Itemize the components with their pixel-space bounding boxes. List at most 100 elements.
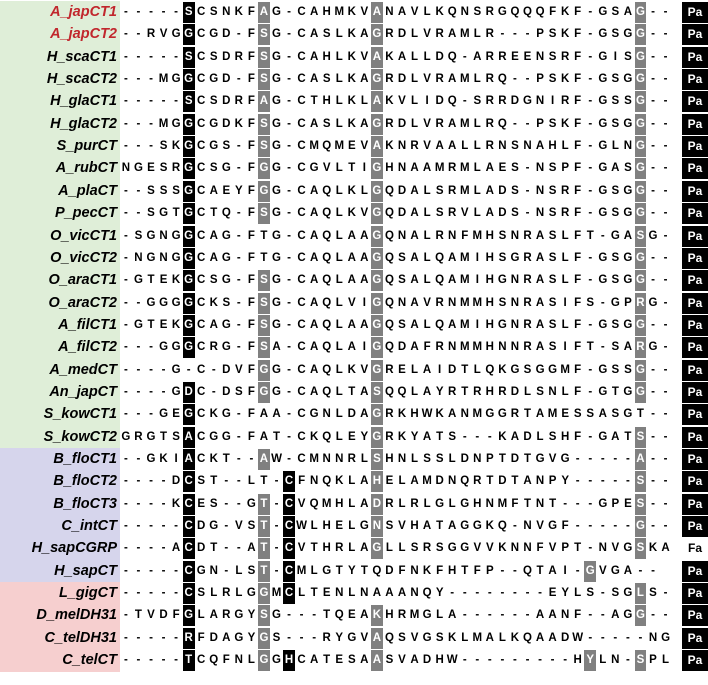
residue-cell: G xyxy=(497,408,507,421)
residue-cell: C xyxy=(197,117,206,130)
residue-cell: A xyxy=(259,408,269,421)
residue-cell: L xyxy=(423,274,431,287)
residue-cell: A xyxy=(309,28,319,41)
residue-cell: G xyxy=(598,363,608,376)
residue-cell: G xyxy=(623,207,633,220)
residue-cell: - xyxy=(236,497,241,510)
residue-cell: L xyxy=(423,184,431,197)
residue-cell: C xyxy=(283,516,295,538)
residue-cell: A xyxy=(272,341,281,354)
residue-cell: A xyxy=(435,140,444,153)
residue-cell: F xyxy=(461,229,469,242)
residue-cell: A xyxy=(222,631,231,644)
residue-cell: - xyxy=(663,497,668,510)
residue-cell: H xyxy=(385,453,394,465)
residue-cell: Q xyxy=(322,229,332,242)
residue-cell: - xyxy=(600,609,605,622)
residue-cell: R xyxy=(485,140,494,153)
residue-cell: G xyxy=(272,654,281,667)
residue-cell: S xyxy=(258,24,270,46)
residue-cell: C xyxy=(297,184,306,197)
residue-cell: - xyxy=(287,609,291,622)
residue-cell: T xyxy=(258,516,270,538)
residue-cell: G xyxy=(146,430,156,443)
residue-cell: L xyxy=(423,6,431,18)
sequence-label: H_sapCT xyxy=(54,562,117,579)
residue-cell: - xyxy=(149,385,153,398)
residue-cell: - xyxy=(236,28,241,41)
residue-cell: D xyxy=(197,520,206,533)
residue-cell: G xyxy=(623,251,633,264)
residue-cell: - xyxy=(123,318,128,331)
residue-cell: A xyxy=(309,73,319,86)
residue-cell: - xyxy=(236,296,241,309)
residue-cell: - xyxy=(123,453,128,465)
residue-cell: S xyxy=(634,538,647,560)
residue-cell: G xyxy=(371,292,383,314)
residue-cell: A xyxy=(360,542,369,555)
residue-cell: T xyxy=(210,542,218,555)
residue-cell: S xyxy=(222,296,231,309)
residue-cell: E xyxy=(172,408,180,421)
residue-cell: A xyxy=(410,207,419,220)
residue-cell: G xyxy=(598,497,608,510)
residue-cell: G xyxy=(221,274,231,287)
residue-cell: S xyxy=(258,113,270,135)
residue-cell: S xyxy=(258,337,270,359)
residue-cell: K xyxy=(560,117,570,130)
residue-cell: - xyxy=(651,475,655,488)
residue-cell: A xyxy=(485,162,494,175)
residue-cell: F xyxy=(197,631,205,644)
residue-cell: - xyxy=(287,363,291,376)
residue-cell: T xyxy=(323,654,331,667)
residue-cell: A xyxy=(523,475,532,488)
residue-cell: - xyxy=(513,609,517,622)
residue-cell: D xyxy=(498,207,507,220)
c-terminal-amide: Pa xyxy=(682,381,708,403)
residue-cell: V xyxy=(347,296,356,309)
residue-cell: - xyxy=(287,296,291,309)
residue-cell: - xyxy=(475,654,480,667)
c-terminal-amide: Pa xyxy=(682,292,708,314)
residue-cell: S xyxy=(258,203,270,225)
residue-cell: A xyxy=(347,251,356,264)
residue-cell: - xyxy=(625,475,630,488)
residue-cell: - xyxy=(525,207,530,220)
residue-cell: G xyxy=(258,180,270,202)
residue-cell: - xyxy=(663,475,668,488)
residue-cell: G xyxy=(272,318,281,331)
residue-cell: - xyxy=(651,207,655,220)
residue-cell: - xyxy=(161,363,166,376)
residue-cell: - xyxy=(500,609,505,622)
residue-cell: - xyxy=(600,587,605,600)
residue-cell: - xyxy=(663,453,668,465)
residue-cell: - xyxy=(123,229,128,242)
residue-cell: F xyxy=(574,50,582,63)
residue-cell: F xyxy=(247,251,255,264)
residue-cell: D xyxy=(397,28,407,41)
residue-cell: A xyxy=(611,609,620,622)
residue-cell: L xyxy=(536,430,544,443)
residue-cell: R xyxy=(435,28,444,41)
residue-cell: G xyxy=(171,28,181,41)
residue-cell: - xyxy=(538,587,542,600)
residue-cell: T xyxy=(461,564,469,577)
residue-cell: - xyxy=(161,564,166,577)
residue-cell: A xyxy=(182,426,195,448)
residue-cell: A xyxy=(371,91,383,113)
residue-cell: D xyxy=(222,73,231,86)
residue-cell: H xyxy=(371,471,383,493)
residue-cell: - xyxy=(224,475,229,488)
residue-cell: - xyxy=(588,475,593,488)
residue-cell: S xyxy=(498,296,507,309)
residue-cell: C xyxy=(197,229,206,242)
residue-cell: - xyxy=(287,28,291,41)
residue-cell: - xyxy=(236,229,241,242)
group-purple-band xyxy=(0,448,120,584)
residue-cell: G xyxy=(447,542,457,555)
residue-cell: R xyxy=(473,475,482,488)
residue-cell: W xyxy=(446,654,458,667)
residue-cell: A xyxy=(661,542,670,555)
residue-cell: L xyxy=(561,318,569,331)
